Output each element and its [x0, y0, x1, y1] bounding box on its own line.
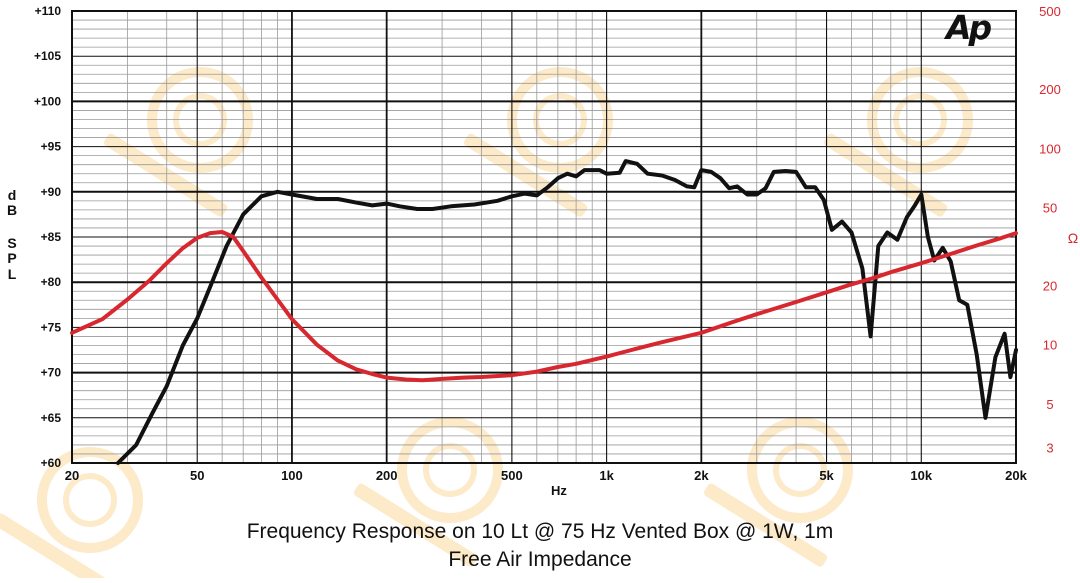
y-right-axis-label: Ω [1068, 230, 1078, 246]
y-right-tick-label: 10 [1043, 338, 1057, 353]
x-tick-label: 50 [190, 468, 204, 483]
axis-labels: +60 +65 +70 +75 +80 +85 +90 +95 +100 +105 +110 20 50… [7, 4, 1078, 498]
caption-title: Frequency Response on 10 Lt @ 75 Hz Vent… [246, 520, 834, 543]
x-tick-label: 1k [599, 468, 614, 483]
watermark-bar [353, 483, 478, 567]
watermark-ring-inner [173, 93, 227, 147]
watermark-ring [507, 67, 613, 173]
watermark-bar [103, 133, 228, 217]
plot-frame [71, 10, 1017, 464]
series-layer [70, 159, 1018, 465]
watermark-ring [147, 67, 253, 173]
y-left-axis-letter: B [7, 202, 17, 218]
y-left-tick-label: +110 [35, 4, 62, 18]
y-right-tick-label: 3 [1046, 440, 1053, 455]
watermark-logo [0, 67, 973, 583]
watermark-bar [823, 133, 948, 217]
watermark-mark [823, 67, 973, 217]
y-left-axis-letter: d [8, 187, 17, 203]
watermark-bar [0, 513, 118, 583]
grid-minor [72, 11, 1016, 463]
y-left-tick-label: +95 [41, 140, 62, 154]
ap-logo: Ap [946, 8, 992, 47]
watermark-mark [463, 67, 613, 217]
y-right-tick-label: 20 [1043, 279, 1057, 294]
x-axis-label: Hz [551, 483, 567, 498]
y-left-tick-label: +90 [41, 185, 62, 199]
watermark-bar [703, 483, 828, 567]
y-left-tick-label: +65 [41, 411, 62, 425]
y-left-tick-label: +75 [41, 320, 62, 334]
watermark-ring-inner [533, 93, 587, 147]
x-tick-label: 500 [501, 468, 523, 483]
x-tick-label: 100 [281, 468, 303, 483]
y-left-tick-label: +105 [34, 49, 61, 63]
y-left-tick-label: +85 [41, 230, 62, 244]
spl-curve [116, 159, 1018, 465]
y-right-tick-label: 200 [1039, 82, 1061, 97]
x-tick-label: 20k [1005, 468, 1027, 483]
y-left-axis-letter: L [8, 266, 17, 282]
watermark-ring [37, 447, 143, 553]
y-left-tick-label: +100 [34, 94, 61, 108]
caption-subtitle: Free Air Impedance [448, 548, 632, 571]
watermark-ring-inner [893, 93, 947, 147]
y-left-tick-label: +70 [41, 366, 62, 380]
y-left-axis-letter: P [7, 250, 16, 266]
watermark-bar [463, 133, 588, 217]
watermark-ring-inner [63, 473, 117, 527]
y-right-tick-label: 50 [1043, 200, 1057, 215]
y-left-tick-label: +60 [41, 456, 62, 470]
watermark-ring-inner [423, 443, 477, 497]
watermark-ring-inner [773, 443, 827, 497]
y-right-tick-label: 5 [1046, 397, 1053, 412]
x-tick-label: 10k [910, 468, 932, 483]
watermark-ring [867, 67, 973, 173]
x-tick-label: 200 [376, 468, 398, 483]
x-tick-label: 5k [819, 468, 834, 483]
y-right-tick-label: 100 [1039, 141, 1061, 156]
x-tick-label: 2k [694, 468, 709, 483]
y-right-tick-label: 500 [1039, 4, 1061, 19]
y-left-tick-label: +80 [41, 275, 62, 289]
watermark-mark [103, 67, 253, 217]
y-left-axis-letter: S [7, 235, 16, 251]
impedance-curve [70, 230, 1018, 383]
watermark-mark [0, 447, 143, 583]
x-tick-label: 20 [65, 468, 79, 483]
